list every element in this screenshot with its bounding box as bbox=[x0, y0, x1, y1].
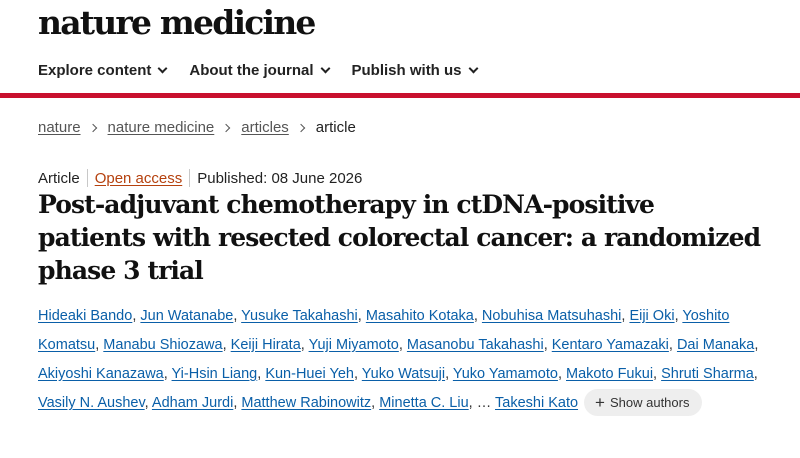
author-link[interactable]: Yoshito Komatsu bbox=[38, 308, 730, 353]
article-meta: Article Open access Published: 08 June 2… bbox=[38, 169, 362, 187]
author-link[interactable]: Vasily N. Aushev bbox=[38, 395, 145, 411]
published-date: Published: 08 June 2026 bbox=[197, 169, 363, 187]
author-link[interactable]: Jun Watanabe bbox=[140, 308, 234, 324]
article-title-line: phase 3 trial bbox=[38, 256, 204, 285]
author-link[interactable]: Eiji Oki bbox=[629, 308, 675, 324]
show-authors-label: Show authors bbox=[609, 394, 690, 410]
site-header: nature medicine Explore content About th… bbox=[0, 0, 800, 98]
author-list: Hideaki Bando, Jun Watanabe, Yusuke Taka… bbox=[38, 302, 783, 418]
author-link[interactable]: Matthew Rabinowitz bbox=[241, 395, 372, 411]
author-link[interactable]: Yusuke Takahashi bbox=[241, 308, 358, 324]
meta-divider bbox=[189, 169, 191, 187]
chevron-right-icon bbox=[88, 123, 97, 132]
author-link[interactable]: Kun-Huei Yeh bbox=[265, 366, 354, 382]
author-link[interactable]: Nobuhisa Matsuhashi bbox=[481, 308, 622, 324]
chevron-down-icon bbox=[157, 63, 168, 74]
author-link[interactable]: Yuko Yamamoto bbox=[452, 366, 558, 382]
open-access-link[interactable]: Open access bbox=[94, 169, 183, 187]
breadcrumb: nature nature medicine articles article bbox=[38, 119, 356, 136]
main-nav: Explore content About the journal Publis… bbox=[38, 62, 500, 79]
author-ellipsis: … bbox=[476, 395, 492, 411]
nav-about-the-journal[interactable]: About the journal bbox=[189, 62, 330, 79]
plus-icon: + bbox=[595, 392, 605, 412]
author-link[interactable]: Akiyoshi Kanazawa bbox=[38, 366, 164, 382]
article-title-line: patients with resected colorectal cancer… bbox=[38, 223, 761, 252]
author-link[interactable]: Masahito Kotaka bbox=[365, 308, 474, 324]
author-link[interactable]: Masanobu Takahashi bbox=[406, 337, 544, 353]
show-authors-button[interactable]: + Show authors bbox=[584, 388, 703, 416]
header-accent-bar bbox=[0, 93, 800, 98]
article-title-line: Post-adjuvant chemotherapy in ctDNA-posi… bbox=[38, 190, 655, 219]
author-link[interactable]: Adham Jurdi bbox=[151, 395, 234, 411]
chevron-right-icon bbox=[296, 123, 306, 132]
breadcrumb-articles[interactable]: articles bbox=[241, 119, 289, 136]
breadcrumb-nature-medicine[interactable]: nature medicine bbox=[107, 119, 215, 136]
nav-about-the-journal-label: About the journal bbox=[189, 62, 314, 79]
nav-explore-content[interactable]: Explore content bbox=[38, 62, 168, 79]
chevron-down-icon bbox=[468, 63, 478, 74]
breadcrumb-current: article bbox=[315, 119, 356, 136]
journal-logo[interactable]: nature medicine bbox=[38, 3, 316, 42]
chevron-down-icon bbox=[320, 63, 330, 74]
author-link[interactable]: Kentaro Yamazaki bbox=[551, 337, 669, 353]
author-link[interactable]: Hideaki Bando bbox=[38, 308, 133, 324]
article-title: Post-adjuvant chemotherapy in ctDNA-posi… bbox=[38, 188, 778, 287]
author-link[interactable]: Shruti Sharma bbox=[661, 366, 754, 382]
author-link[interactable]: Takeshi Kato bbox=[495, 395, 579, 411]
author-link[interactable]: Makoto Fukui bbox=[566, 366, 654, 382]
nav-publish-with-us-label: Publish with us bbox=[351, 62, 462, 79]
breadcrumb-nature[interactable]: nature bbox=[38, 119, 81, 136]
author-link[interactable]: Yuji Miyamoto bbox=[308, 337, 399, 353]
author-link[interactable]: Keiji Hirata bbox=[230, 337, 301, 353]
article-type: Article bbox=[38, 169, 80, 187]
meta-divider bbox=[86, 169, 88, 187]
author-link[interactable]: Minetta C. Liu bbox=[379, 395, 469, 411]
author-link[interactable]: Dai Manaka bbox=[676, 337, 755, 353]
author-link[interactable]: Manabu Shiozawa bbox=[103, 337, 223, 353]
author-link[interactable]: Yi-Hsin Liang bbox=[171, 366, 258, 382]
chevron-right-icon bbox=[222, 123, 231, 132]
author-link[interactable]: Yuko Watsuji bbox=[361, 366, 446, 382]
nav-explore-content-label: Explore content bbox=[38, 62, 152, 79]
nav-publish-with-us[interactable]: Publish with us bbox=[351, 62, 478, 79]
